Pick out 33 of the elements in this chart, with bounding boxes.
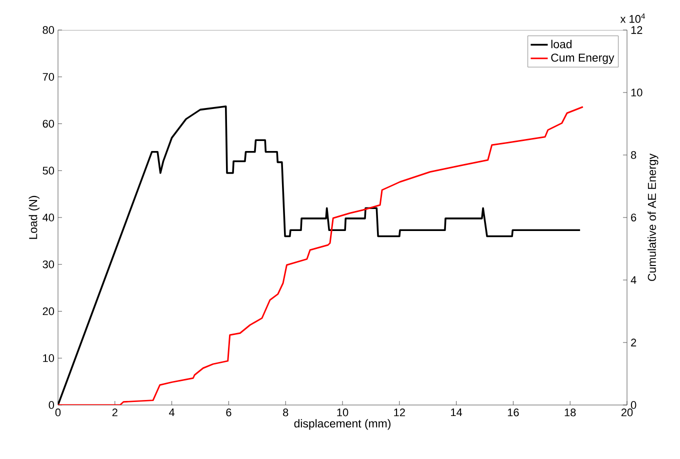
text: x 10$^{4}$: [620, 13, 646, 23]
x-tick-label: 20: [621, 408, 633, 416]
y-tick-label: 30: [42, 260, 54, 268]
y-tick-label: 60: [42, 120, 54, 128]
x-tick-label: 4: [169, 408, 175, 416]
x-tick-label: 2: [112, 408, 118, 416]
y2-tick-label: 2: [631, 338, 636, 346]
x-axis-title: displacement (mm): [294, 419, 390, 430]
y-tick-label: 50: [42, 166, 54, 175]
x-tick-label: 12: [394, 408, 405, 416]
y-tick-label: 10: [43, 354, 54, 362]
x-tick-label: 0: [55, 408, 61, 416]
y2-tick-label: 4: [630, 276, 636, 284]
y2-tick-label: 8: [630, 151, 636, 159]
y-tick-label: 20: [42, 307, 54, 316]
y-axis-title: Load (N): [28, 196, 40, 239]
x-tick-label: 8: [283, 408, 288, 416]
x-tick-label: 14: [451, 408, 462, 416]
x-tick-label: 10: [337, 408, 348, 416]
x-tick-label: 6: [226, 408, 232, 416]
y2-tick-label: 6: [631, 214, 636, 222]
y-tick-label: 80: [42, 26, 54, 34]
y2-tick-label: 12: [631, 26, 642, 34]
y-tick-label: 70: [42, 73, 54, 81]
y2-tick-label: 0: [630, 401, 636, 409]
x-tick-label: 16: [508, 408, 519, 416]
legend-label: load: [551, 40, 572, 48]
legend-label: Cum Energy: [551, 54, 614, 64]
x-tick-label: 18: [564, 408, 576, 416]
y2-axis-title: Cumulative of AE Energy: [648, 154, 658, 281]
y-tick-label: 40: [42, 214, 54, 222]
y2-tick-label: 10: [631, 88, 642, 96]
y-tick-label: 0: [48, 401, 54, 409]
